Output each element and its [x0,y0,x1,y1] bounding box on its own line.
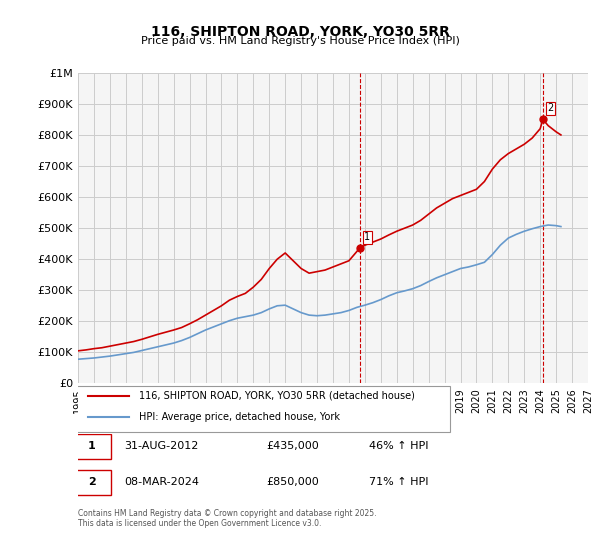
Text: 116, SHIPTON ROAD, YORK, YO30 5RR: 116, SHIPTON ROAD, YORK, YO30 5RR [151,25,449,39]
Text: 2: 2 [548,103,554,113]
Text: 1: 1 [364,232,371,242]
Text: 71% ↑ HPI: 71% ↑ HPI [368,478,428,487]
Text: 1: 1 [88,441,95,451]
FancyBboxPatch shape [73,470,111,495]
Text: HPI: Average price, detached house, York: HPI: Average price, detached house, York [139,412,340,422]
Text: 116, SHIPTON ROAD, YORK, YO30 5RR (detached house): 116, SHIPTON ROAD, YORK, YO30 5RR (detac… [139,391,415,401]
Text: £435,000: £435,000 [266,441,319,451]
Text: 31-AUG-2012: 31-AUG-2012 [124,441,198,451]
Text: 46% ↑ HPI: 46% ↑ HPI [368,441,428,451]
Text: Contains HM Land Registry data © Crown copyright and database right 2025.
This d: Contains HM Land Registry data © Crown c… [78,508,377,528]
Text: Price paid vs. HM Land Registry's House Price Index (HPI): Price paid vs. HM Land Registry's House … [140,36,460,46]
FancyBboxPatch shape [73,386,450,432]
FancyBboxPatch shape [73,433,111,459]
Text: £850,000: £850,000 [266,478,319,487]
Text: 2: 2 [88,478,95,487]
Text: 08-MAR-2024: 08-MAR-2024 [124,478,199,487]
